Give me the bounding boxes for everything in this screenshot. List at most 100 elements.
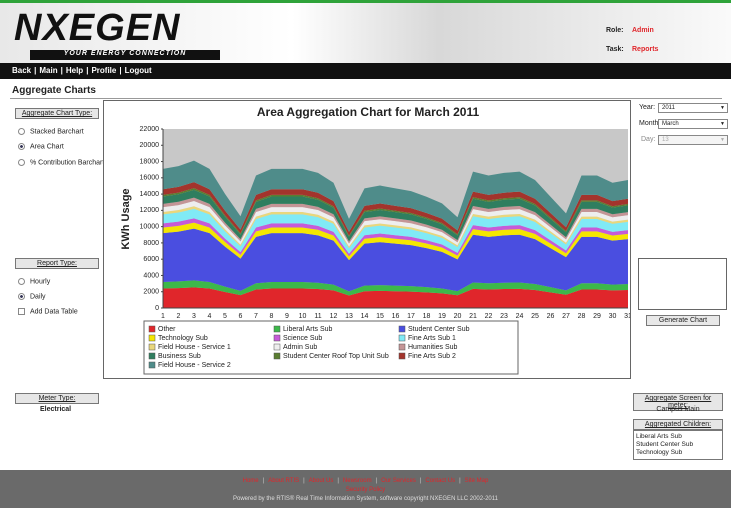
option[interactable]: Stacked Barchart bbox=[18, 128, 104, 135]
meter-type: Electrical bbox=[40, 406, 72, 413]
checkbox[interactable] bbox=[18, 308, 25, 315]
option-text: Daily bbox=[30, 293, 46, 301]
year-select[interactable]: 2011 bbox=[658, 103, 728, 113]
y-tick-label: 8000 bbox=[143, 240, 159, 247]
x-tick-label: 14 bbox=[361, 313, 369, 320]
area bbox=[163, 160, 628, 232]
x-tick-label: 20 bbox=[454, 313, 462, 320]
footer-link[interactable]: Site Map bbox=[464, 478, 489, 484]
footer-sep: | bbox=[459, 478, 461, 484]
x-tick-label: 3 bbox=[192, 313, 196, 320]
legend-label: Fine Arts Sub 1 bbox=[408, 335, 456, 342]
x-tick-label: 30 bbox=[609, 313, 617, 320]
meter-type-label: Meter Type: bbox=[15, 393, 99, 404]
area bbox=[163, 206, 628, 249]
powered: Powered by the RTIS® Real Time Informati… bbox=[233, 496, 498, 502]
nav-sep: | bbox=[86, 66, 89, 75]
y-axis-label: KWh Usage bbox=[120, 188, 132, 249]
children-list[interactable]: Liberal Arts Sub Student Center Sub Techno… bbox=[633, 430, 723, 460]
y-tick-label: 10000 bbox=[140, 223, 160, 230]
footer-links: Home | About RTIS | About Us | Newsroom | Our Se… bbox=[0, 477, 731, 486]
footer-link[interactable]: Home bbox=[242, 478, 259, 484]
radio[interactable] bbox=[18, 158, 25, 166]
y-tick-label: 14000 bbox=[140, 191, 160, 198]
area bbox=[163, 222, 628, 261]
x-tick-label: 1 bbox=[161, 313, 165, 320]
chart-title: Area Aggregation Chart for March 2011 bbox=[257, 105, 480, 119]
x-tick-label: 23 bbox=[500, 313, 508, 320]
x-tick-label: 22 bbox=[485, 313, 493, 320]
task: Reports bbox=[632, 46, 659, 53]
day-label: Day: bbox=[641, 136, 656, 143]
footer-link[interactable]: Contact Us bbox=[425, 478, 456, 484]
legend-swatch bbox=[148, 334, 156, 342]
footer-sep: | bbox=[337, 478, 339, 484]
nav-link[interactable]: Back bbox=[12, 66, 32, 75]
generate-button[interactable]: Generate Chart bbox=[646, 315, 720, 326]
nav-sep: | bbox=[60, 66, 63, 75]
nav-link[interactable]: Main bbox=[39, 66, 58, 75]
legend-label: Student Center Roof Top Unit Sub bbox=[283, 353, 389, 360]
x-tick-label: 27 bbox=[562, 313, 570, 320]
legend-label: Humanities Sub bbox=[408, 344, 458, 351]
child-item[interactable]: Student Center Sub bbox=[636, 441, 694, 448]
security[interactable]: Security Policy bbox=[345, 487, 386, 493]
radio[interactable] bbox=[18, 143, 25, 151]
x-tick-label: 25 bbox=[531, 313, 539, 320]
report-type-options: Hourly Daily bbox=[18, 278, 50, 309]
legend-swatch bbox=[148, 361, 156, 369]
area bbox=[163, 197, 628, 244]
page-title: Aggregate Charts bbox=[12, 85, 96, 96]
top-stripe bbox=[0, 0, 731, 3]
option[interactable]: Area Chart bbox=[18, 143, 104, 151]
month-select[interactable]: March bbox=[658, 119, 728, 129]
legend-label: Field House - Service 1 bbox=[158, 344, 231, 351]
x-tick-label: 6 bbox=[239, 313, 243, 320]
child-item[interactable]: Technology Sub bbox=[636, 449, 683, 456]
radio[interactable] bbox=[18, 128, 25, 135]
x-tick-label: 29 bbox=[593, 313, 601, 320]
y-tick-label: 2000 bbox=[143, 289, 159, 296]
option[interactable]: Hourly bbox=[18, 278, 50, 285]
nav-sep: | bbox=[34, 66, 37, 75]
x-tick-label: 16 bbox=[392, 313, 400, 320]
y-tick-label: 12000 bbox=[140, 207, 160, 214]
legend-swatch bbox=[273, 352, 281, 360]
footer-sep: | bbox=[303, 478, 305, 484]
x-tick-label: 31 bbox=[624, 313, 631, 320]
legend-swatch bbox=[398, 352, 406, 360]
legend-label: Business Sub bbox=[158, 353, 201, 360]
radio[interactable] bbox=[18, 293, 25, 301]
y-tick-label: 4000 bbox=[143, 272, 159, 279]
nav-link[interactable]: Logout bbox=[124, 66, 152, 75]
day-select[interactable]: 13 bbox=[658, 135, 728, 145]
area bbox=[163, 228, 628, 292]
role: Admin bbox=[632, 27, 654, 34]
x-tick-label: 9 bbox=[285, 313, 289, 320]
area bbox=[163, 189, 628, 242]
nav-link[interactable]: Help bbox=[65, 66, 84, 75]
x-tick-label: 2 bbox=[177, 313, 181, 320]
x-tick-label: 15 bbox=[376, 313, 384, 320]
area bbox=[163, 218, 628, 257]
footer-link[interactable]: About RTIS bbox=[268, 478, 300, 484]
option[interactable]: % Contribution Barchart bbox=[18, 158, 104, 166]
radio[interactable] bbox=[18, 278, 25, 285]
footer-link[interactable]: Our Services bbox=[381, 478, 416, 484]
footer-link[interactable]: Newsroom bbox=[342, 478, 372, 484]
option[interactable]: Daily bbox=[18, 293, 50, 301]
x-tick-label: 21 bbox=[469, 313, 477, 320]
legend-label: Student Center Sub bbox=[408, 326, 470, 333]
task-label: Task: bbox=[606, 46, 624, 53]
child-item[interactable]: Liberal Arts Sub bbox=[636, 433, 682, 440]
footer-link[interactable]: About Us bbox=[308, 478, 334, 484]
nav-link[interactable]: Profile bbox=[91, 66, 117, 75]
meter: Campus Main bbox=[656, 406, 700, 413]
area bbox=[163, 201, 628, 247]
legend-label: Admin Sub bbox=[283, 344, 317, 351]
area bbox=[163, 287, 628, 308]
add-table[interactable]: Add Data Table bbox=[18, 308, 78, 315]
x-tick-label: 28 bbox=[578, 313, 586, 320]
chart-type-options: Stacked Barchart Area Chart % Contribution… bbox=[18, 128, 104, 174]
